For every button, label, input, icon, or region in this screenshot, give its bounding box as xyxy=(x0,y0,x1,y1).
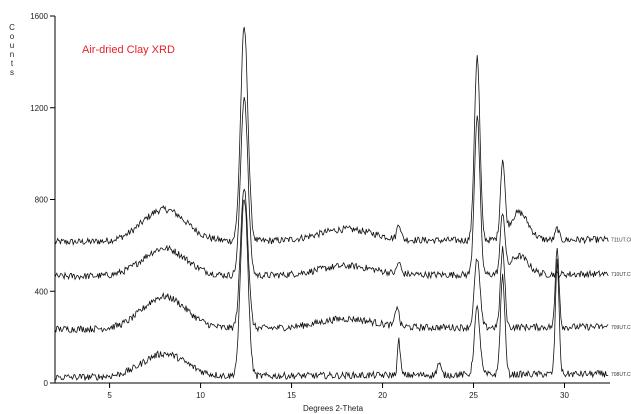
chart-title: Air-dried Clay XRD xyxy=(82,44,175,56)
series-label: 711UT.CP xyxy=(611,238,631,244)
series-line-708UT.CP xyxy=(54,199,609,381)
y-tick-label: 1200 xyxy=(30,104,48,113)
x-tick-label: 5 xyxy=(107,391,112,400)
series-line-710UT.CP xyxy=(54,97,609,281)
series-label: 710UT.CP xyxy=(611,272,631,278)
y-axis-title-letter: C xyxy=(9,23,15,32)
x-tick-label: 20 xyxy=(378,391,387,400)
y-axis-title-letter: s xyxy=(10,68,14,77)
y-axis-title-letter: n xyxy=(10,50,14,59)
series-label: 708UT.CP xyxy=(611,372,631,378)
x-tick-label: 10 xyxy=(196,391,205,400)
y-axis-title-letter: t xyxy=(11,59,14,68)
series-line-711UT.CP xyxy=(54,26,609,247)
x-axis-title: Degrees 2-Theta xyxy=(303,404,364,413)
x-tick-label: 25 xyxy=(469,391,478,400)
y-tick-label: 1600 xyxy=(30,12,48,21)
series-line-709UT.CP xyxy=(54,188,609,334)
y-axis-title-letter: u xyxy=(10,41,14,50)
y-tick-label: 400 xyxy=(35,287,49,296)
series-label: 709UT.CP xyxy=(611,325,631,331)
x-tick-label: 15 xyxy=(287,391,296,400)
x-tick-label: 30 xyxy=(560,391,569,400)
y-tick-label: 800 xyxy=(35,196,49,205)
y-tick-label: 0 xyxy=(44,379,49,388)
axes: 5 10 15 20 25 30 0 400 800 1200 1600 xyxy=(30,12,610,400)
series-layer: 711UT.CP 710UT.CP 709UT.CP 708UT.CP xyxy=(54,26,631,381)
y-axis-title-letter: o xyxy=(10,32,15,41)
